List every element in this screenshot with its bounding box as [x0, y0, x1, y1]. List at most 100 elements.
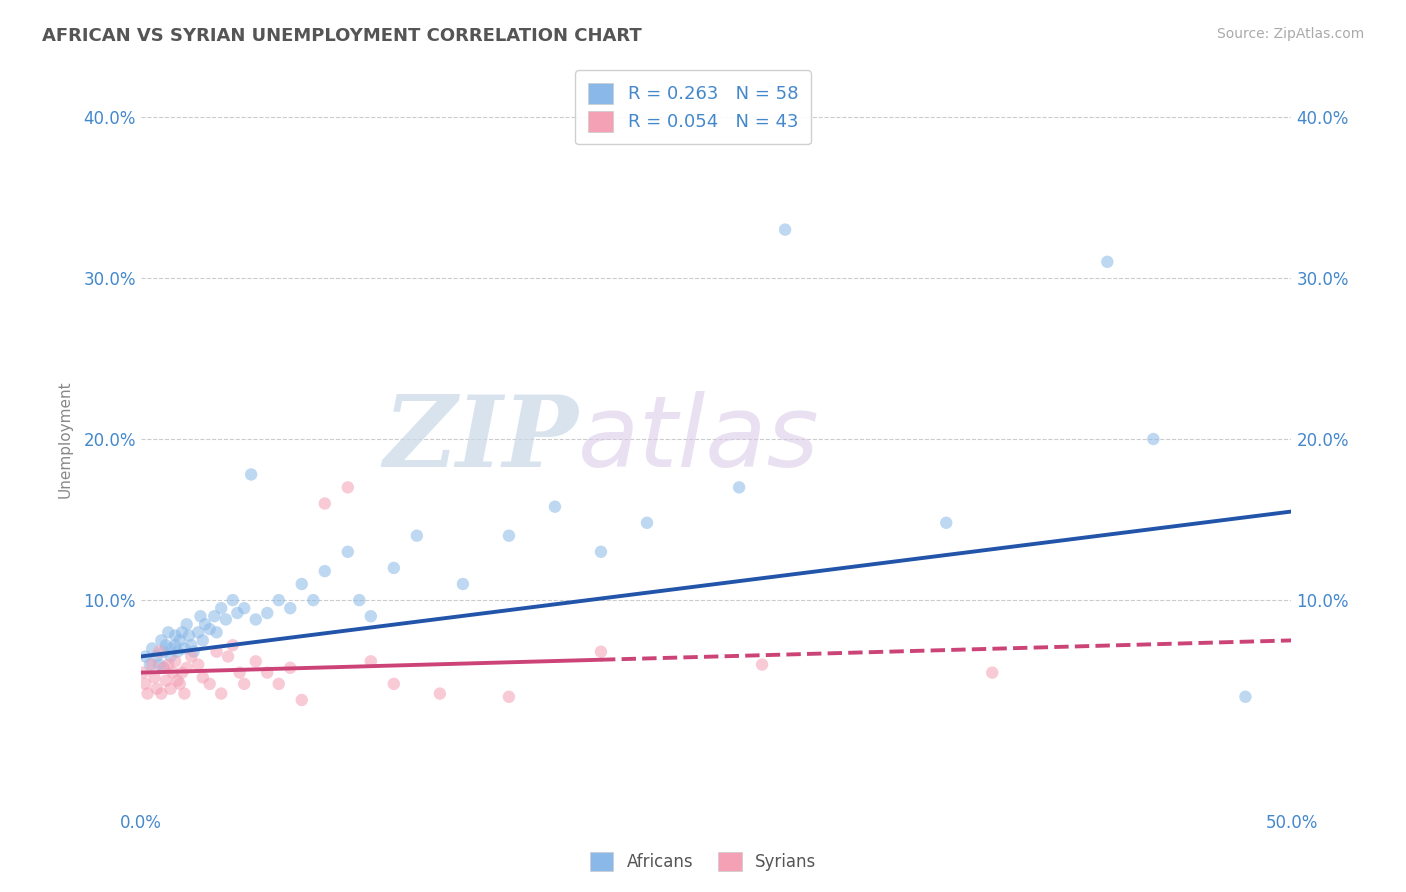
Point: [152, 645, 174, 659]
Point: [183, 645, 205, 659]
Point: [278, 661, 301, 675]
Point: [190, 609, 212, 624]
Text: AFRICAN VS SYRIAN UNEMPLOYMENT CORRELATION CHART: AFRICAN VS SYRIAN UNEMPLOYMENT CORRELATI…: [42, 27, 643, 45]
Text: Source: ZipAtlas.com: Source: ZipAtlas.com: [1216, 27, 1364, 41]
Point: [302, 593, 325, 607]
Point: [291, 693, 314, 707]
Point: [205, 625, 228, 640]
Point: [636, 516, 658, 530]
Point: [728, 480, 751, 494]
Point: [162, 665, 184, 680]
Text: ZIP: ZIP: [382, 391, 578, 487]
Point: [180, 649, 202, 664]
Point: [291, 577, 314, 591]
Point: [143, 670, 166, 684]
Point: [589, 645, 612, 659]
Point: [157, 657, 180, 672]
Point: [172, 625, 194, 640]
Point: [176, 617, 198, 632]
Point: [336, 545, 359, 559]
Point: [245, 612, 267, 626]
Point: [165, 654, 187, 668]
Point: [1142, 432, 1164, 446]
Point: [180, 638, 202, 652]
Point: [159, 641, 181, 656]
Point: [159, 681, 181, 696]
Point: [751, 657, 773, 672]
Point: [360, 609, 382, 624]
Point: [935, 516, 957, 530]
Point: [209, 687, 232, 701]
Point: [278, 601, 301, 615]
Point: [233, 677, 256, 691]
Point: [187, 625, 209, 640]
Point: [177, 629, 200, 643]
Point: [145, 649, 167, 664]
Point: [134, 677, 156, 691]
Point: [150, 687, 173, 701]
Point: [245, 654, 267, 668]
Legend: Africans, Syrians: Africans, Syrians: [582, 843, 824, 880]
Point: [173, 641, 195, 656]
Point: [222, 638, 245, 652]
Point: [166, 673, 188, 688]
Point: [145, 681, 167, 696]
Point: [233, 601, 256, 615]
Point: [205, 645, 228, 659]
Point: [150, 633, 173, 648]
Point: [155, 638, 177, 652]
Point: [382, 677, 405, 691]
Point: [589, 545, 612, 559]
Point: [256, 606, 278, 620]
Point: [157, 625, 180, 640]
Point: [209, 601, 232, 615]
Point: [226, 606, 249, 620]
Point: [198, 622, 221, 636]
Point: [148, 657, 170, 672]
Point: [1234, 690, 1257, 704]
Point: [498, 529, 520, 543]
Point: [141, 641, 163, 656]
Point: [173, 687, 195, 701]
Point: [314, 496, 336, 510]
Point: [172, 665, 194, 680]
Point: [215, 612, 238, 626]
Point: [267, 677, 290, 691]
Point: [136, 687, 159, 701]
Point: [405, 529, 427, 543]
Point: [134, 649, 156, 664]
Point: [382, 561, 405, 575]
Point: [187, 657, 209, 672]
Point: [267, 593, 290, 607]
Point: [169, 677, 191, 691]
Point: [240, 467, 263, 482]
Point: [139, 657, 162, 672]
Point: [222, 593, 245, 607]
Point: [217, 649, 239, 664]
Y-axis label: Unemployment: Unemployment: [58, 380, 72, 498]
Point: [155, 673, 177, 688]
Point: [132, 665, 155, 680]
Point: [166, 645, 188, 659]
Point: [228, 665, 250, 680]
Point: [198, 677, 221, 691]
Point: [194, 617, 217, 632]
Point: [152, 661, 174, 675]
Point: [429, 687, 451, 701]
Point: [451, 577, 474, 591]
Text: atlas: atlas: [578, 391, 820, 488]
Point: [152, 661, 174, 675]
Point: [336, 480, 359, 494]
Point: [1097, 255, 1119, 269]
Point: [169, 633, 191, 648]
Point: [544, 500, 567, 514]
Point: [191, 633, 214, 648]
Point: [314, 564, 336, 578]
Point: [360, 654, 382, 668]
Point: [159, 649, 181, 664]
Point: [773, 222, 796, 236]
Point: [498, 690, 520, 704]
Point: [148, 645, 170, 659]
Point: [165, 638, 187, 652]
Point: [349, 593, 371, 607]
